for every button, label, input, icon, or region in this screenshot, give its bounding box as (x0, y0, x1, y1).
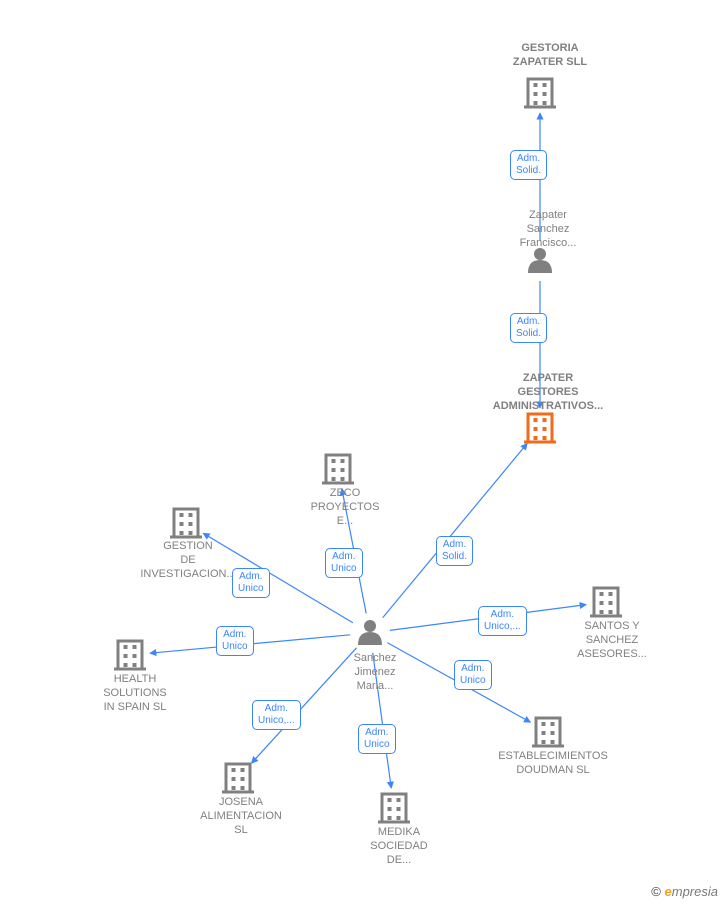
footer-brand: © empresia (651, 884, 718, 899)
person-icon (358, 620, 382, 645)
brand-rest: mpresia (672, 884, 718, 899)
edge-line (203, 533, 353, 622)
building-icon (222, 764, 254, 792)
brand-e: e (665, 884, 672, 899)
network-svg (0, 0, 728, 905)
building-icon (590, 588, 622, 616)
edge-line (373, 653, 392, 788)
building-icon (322, 455, 354, 483)
building-icon (170, 509, 202, 537)
person-icon (528, 248, 552, 273)
edge-line (251, 648, 356, 763)
building-icon (532, 718, 564, 746)
edge-line (150, 635, 350, 653)
building-icon (524, 414, 556, 442)
building-icon (378, 794, 410, 822)
copyright-symbol: © (651, 884, 661, 899)
edge-line (390, 605, 586, 631)
edge-line (383, 443, 527, 617)
building-icon (524, 79, 556, 107)
edge-line (342, 489, 366, 614)
edge-line (387, 643, 530, 723)
building-icon (114, 641, 146, 669)
